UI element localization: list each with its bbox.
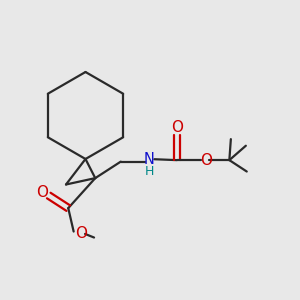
Text: O: O: [200, 153, 212, 168]
Text: O: O: [75, 226, 87, 242]
Text: O: O: [36, 185, 48, 200]
Text: O: O: [171, 120, 183, 135]
Text: H: H: [144, 165, 154, 178]
Text: N: N: [143, 152, 155, 167]
